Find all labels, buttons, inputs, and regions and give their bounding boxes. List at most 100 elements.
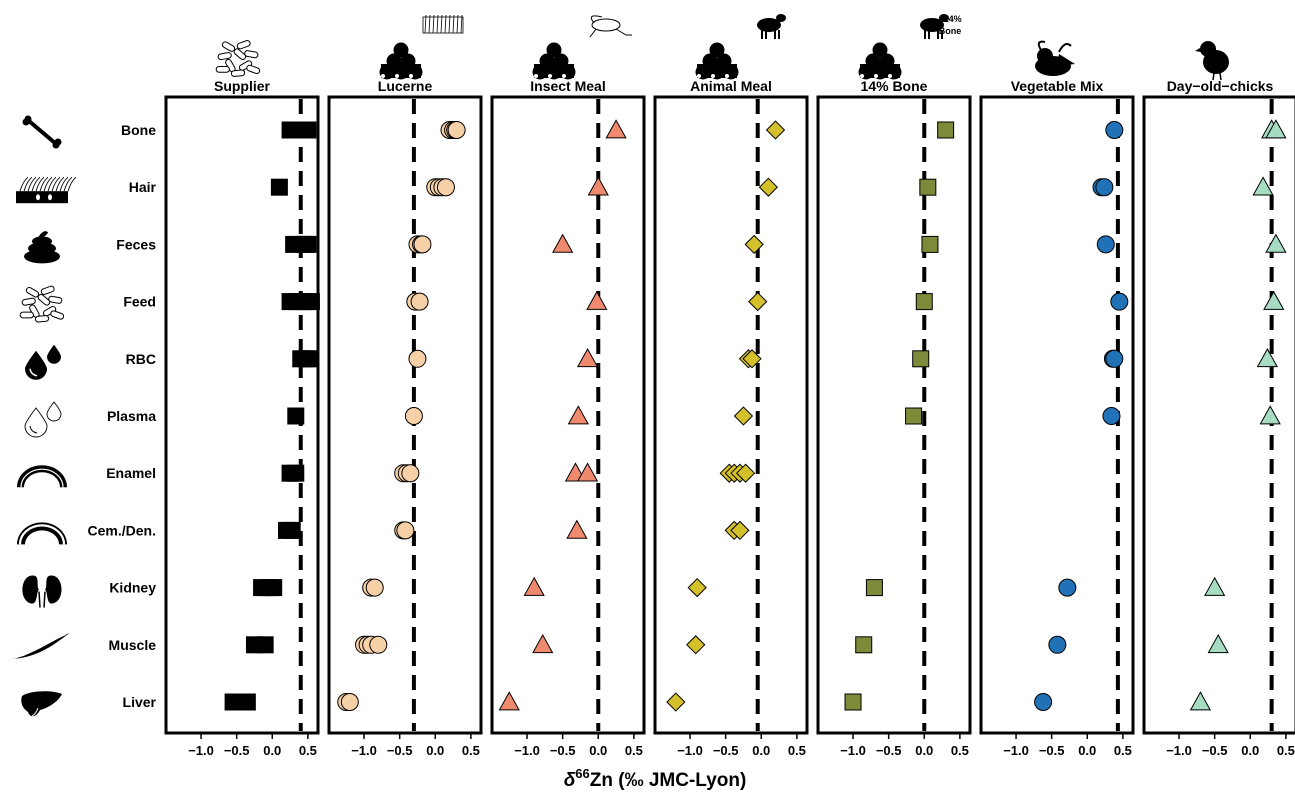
facet-title: Insect Meal [530, 78, 605, 94]
x-tick-label: 0.5 [951, 743, 969, 758]
data-point [666, 692, 686, 712]
facet-title: Day−old−chicks [1167, 78, 1274, 94]
enamel-icon [17, 465, 67, 488]
data-point [765, 120, 786, 140]
x-tick-label: −1.0 [840, 743, 866, 758]
x-tick-label: 0.5 [462, 743, 480, 758]
data-point [532, 633, 554, 654]
liver-icon [21, 691, 62, 717]
x-axis-title: δ66Zn (‰ JMC-Lyon) [564, 766, 747, 791]
lamb-bone-icon [920, 14, 949, 39]
facet-panel: −1.0 −0.5 0.0 0.5 [653, 95, 809, 758]
row-label: Enamel [106, 465, 156, 481]
x-tick-label: −1.0 [514, 743, 540, 758]
data-point [401, 464, 420, 483]
feed-pellets-icon [19, 285, 65, 323]
data-point [1048, 635, 1067, 654]
vegetables-icon [1035, 40, 1075, 76]
row-label: Bone [121, 122, 156, 138]
data-point [912, 350, 930, 368]
x-tick-label: 0.0 [915, 743, 933, 758]
data-point [404, 407, 423, 425]
data-point [586, 290, 608, 310]
data-point [566, 519, 588, 539]
data-point [919, 178, 937, 196]
row-label: Liver [123, 694, 157, 710]
data-point [1259, 405, 1281, 425]
data-point [905, 407, 923, 425]
x-tick-label: 0.0 [1078, 743, 1096, 758]
data-point [576, 462, 599, 482]
x-tick-label: −0.5 [1039, 743, 1065, 758]
x-tick-label: −1.0 [677, 743, 703, 758]
svg-text:+14%: +14% [938, 14, 961, 24]
x-tick-label: −0.5 [224, 743, 250, 758]
x-tick-label: −1.0 [188, 743, 214, 758]
data-point [1256, 347, 1278, 368]
facet-title: Animal Meal [690, 78, 772, 94]
data-point [1207, 633, 1229, 654]
data-point [396, 521, 415, 540]
cricket-icon [589, 15, 632, 38]
lamb-icon [695, 42, 739, 80]
data-point [1204, 576, 1226, 596]
facet-border [816, 95, 972, 735]
row-label: Kidney [109, 580, 156, 596]
x-tick-label: 0.5 [625, 743, 643, 758]
data-point [1034, 693, 1053, 711]
facet-border [1142, 95, 1295, 735]
x-tick-label: −1.0 [1166, 743, 1192, 758]
x-tick-label: −0.5 [550, 743, 576, 758]
data-point [552, 233, 574, 253]
facet-border [490, 95, 646, 735]
kidney-icon [22, 575, 62, 608]
facet-border [653, 95, 809, 735]
data-point [733, 406, 754, 426]
data-point [1105, 349, 1124, 368]
data-point [1102, 407, 1121, 425]
data-point [1265, 119, 1287, 139]
x-tick-label: 0.5 [1277, 743, 1295, 758]
chick-icon [1195, 41, 1229, 81]
data-point [1265, 233, 1287, 253]
data-point [256, 636, 274, 654]
data-point [413, 235, 432, 254]
data-point [300, 350, 318, 368]
data-point [1252, 176, 1274, 196]
facet-title: Lucerne [378, 78, 433, 94]
x-tick-label: −1.0 [1003, 743, 1029, 758]
row-label: Hair [129, 179, 157, 195]
facet-panel: −1.0 −0.5 0.0 0.5 [490, 95, 646, 758]
data-point [687, 577, 707, 598]
data-point [1110, 292, 1129, 311]
data-point [605, 119, 627, 139]
facet-title: Vegetable Mix [1011, 78, 1104, 94]
x-tick-label: 0.0 [263, 743, 281, 758]
data-point [567, 405, 589, 425]
row-label: Feces [116, 236, 156, 252]
data-point [748, 291, 768, 312]
lamb-icon [757, 14, 786, 39]
bone-badge: +14% Bone [938, 14, 961, 36]
data-point [365, 578, 384, 597]
x-tick-label: 0.5 [788, 743, 806, 758]
data-point [299, 121, 317, 139]
row-label: Muscle [109, 637, 157, 653]
facet-panel: −1.0 −0.5 0.0 0.5 [327, 95, 483, 758]
cementum-dentine-icon [17, 522, 67, 545]
bone-icon [22, 115, 62, 149]
data-point [523, 576, 545, 596]
row-label: Feed [123, 294, 156, 310]
data-point [1095, 178, 1114, 197]
data-point [915, 293, 933, 311]
data-point [921, 235, 939, 253]
x-tick-label: −0.5 [1202, 743, 1228, 758]
x-tick-label: −0.5 [876, 743, 902, 758]
data-point [730, 520, 750, 541]
muscle-icon [14, 632, 70, 659]
data-point [587, 176, 609, 196]
data-point [1096, 235, 1115, 254]
x-tick-label: 0.5 [1114, 743, 1132, 758]
data-point [265, 579, 283, 597]
x-tick-label: −1.0 [351, 743, 377, 758]
